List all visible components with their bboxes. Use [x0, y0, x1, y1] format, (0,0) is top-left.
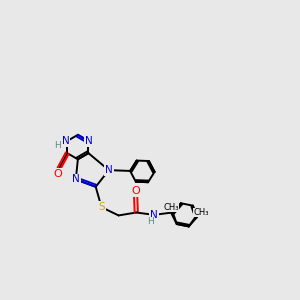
Text: N: N [62, 136, 70, 146]
Text: H: H [55, 141, 61, 150]
Text: O: O [53, 169, 62, 179]
Text: N: N [150, 210, 158, 220]
Text: N: N [85, 136, 92, 146]
Text: N: N [72, 175, 80, 184]
Text: CH₃: CH₃ [163, 203, 178, 212]
Text: S: S [98, 202, 105, 212]
Text: O: O [131, 186, 140, 196]
Text: H: H [148, 217, 154, 226]
Text: N: N [105, 165, 113, 175]
Text: CH₃: CH₃ [194, 208, 209, 217]
